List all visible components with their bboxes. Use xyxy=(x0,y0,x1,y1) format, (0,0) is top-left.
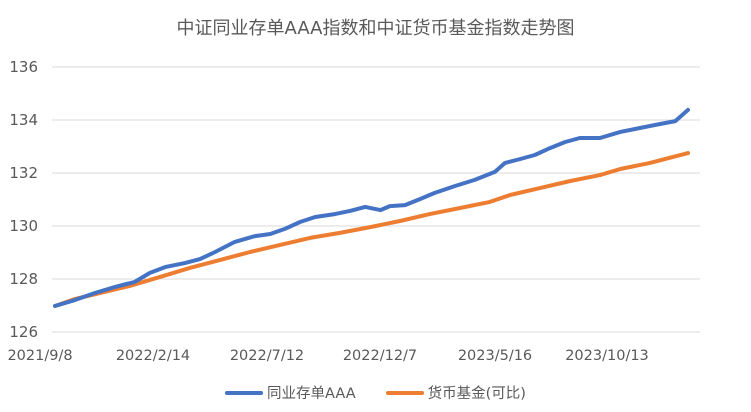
series-lines xyxy=(53,107,690,308)
x-tick-label: 2023/10/13 xyxy=(565,348,649,364)
y-axis-ticks: 126 128 130 132 134 136 xyxy=(9,58,38,341)
x-tick-label: 2022/7/12 xyxy=(230,348,304,364)
x-axis-ticks: 2021/9/8 2022/2/14 2022/7/12 2022/12/7 2023/… xyxy=(7,348,648,364)
legend-swatch-orange xyxy=(385,390,424,395)
legend-label: 同业存单AAA xyxy=(267,386,356,402)
series-line xyxy=(53,107,690,308)
x-tick-label: 2022/2/14 xyxy=(116,348,190,364)
y-tick-label: 136 xyxy=(9,58,38,76)
x-tick-label: 2021/9/8 xyxy=(7,348,72,364)
series-line xyxy=(53,151,690,308)
chart-title: 中证同业存单AAA指数和中证货币基金指数走势图 xyxy=(176,18,575,39)
y-tick-label: 132 xyxy=(9,164,38,182)
x-tick-label: 2022/12/7 xyxy=(343,348,417,364)
gridlines xyxy=(52,66,700,333)
legend-label: 货币基金(可比) xyxy=(427,386,526,402)
legend-swatch-blue xyxy=(225,390,264,395)
legend: 同业存单AAA 货币基金(可比) xyxy=(0,382,751,403)
y-tick-label: 126 xyxy=(9,323,38,341)
y-tick-label: 130 xyxy=(9,217,38,235)
x-tick-label: 2023/5/16 xyxy=(458,348,532,364)
legend-item-money-fund: 货币基金(可比) xyxy=(385,382,526,403)
y-tick-label: 128 xyxy=(9,270,38,288)
legend-item-ncd-aaa: 同业存单AAA xyxy=(225,382,356,403)
y-tick-label: 134 xyxy=(9,111,38,129)
